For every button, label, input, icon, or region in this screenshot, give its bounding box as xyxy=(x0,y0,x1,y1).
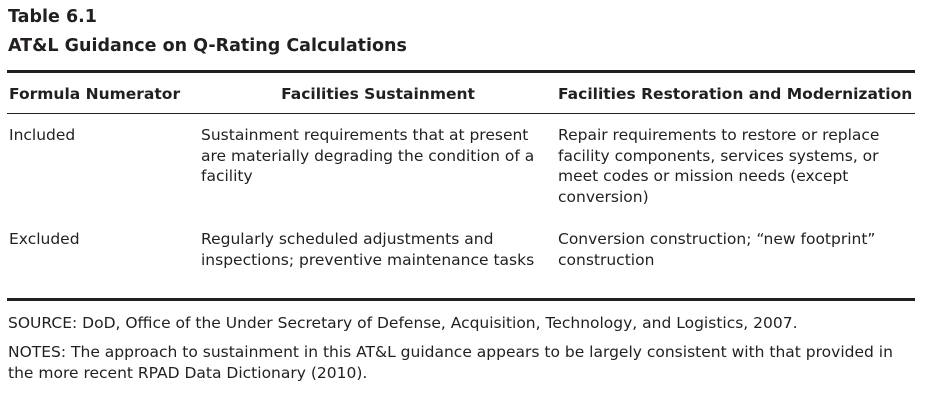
table-title: AT&L Guidance on Q-Rating Calculations xyxy=(8,36,407,56)
row-excluded-sustainment-cell: Regularly scheduled adjustments and insp… xyxy=(201,230,535,269)
source-note: SOURCE: DoD, Office of the Under Secreta… xyxy=(8,314,798,332)
row-excluded-label: Excluded xyxy=(9,230,80,248)
notes-text: NOTES: The approach to sustainment in th… xyxy=(8,343,893,382)
bottom-rule xyxy=(7,298,915,301)
table-number: Table 6.1 xyxy=(8,7,97,27)
column-header-formula-numerator: Formula Numerator xyxy=(9,85,181,103)
column-header-restoration-modernization: Facilities Restoration and Modernization xyxy=(558,85,913,103)
header-rule xyxy=(7,113,915,114)
row-included-sustainment-cell: Sustainment requirements that at present… xyxy=(201,126,535,185)
column-header-facilities-sustainment: Facilities Sustainment xyxy=(281,85,475,103)
row-included-restoration-cell: Repair requirements to restore or replac… xyxy=(558,126,880,206)
row-excluded-restoration-cell: Conversion construction; “new footprint”… xyxy=(558,230,876,269)
top-rule xyxy=(7,70,915,73)
row-included-label: Included xyxy=(9,126,76,144)
